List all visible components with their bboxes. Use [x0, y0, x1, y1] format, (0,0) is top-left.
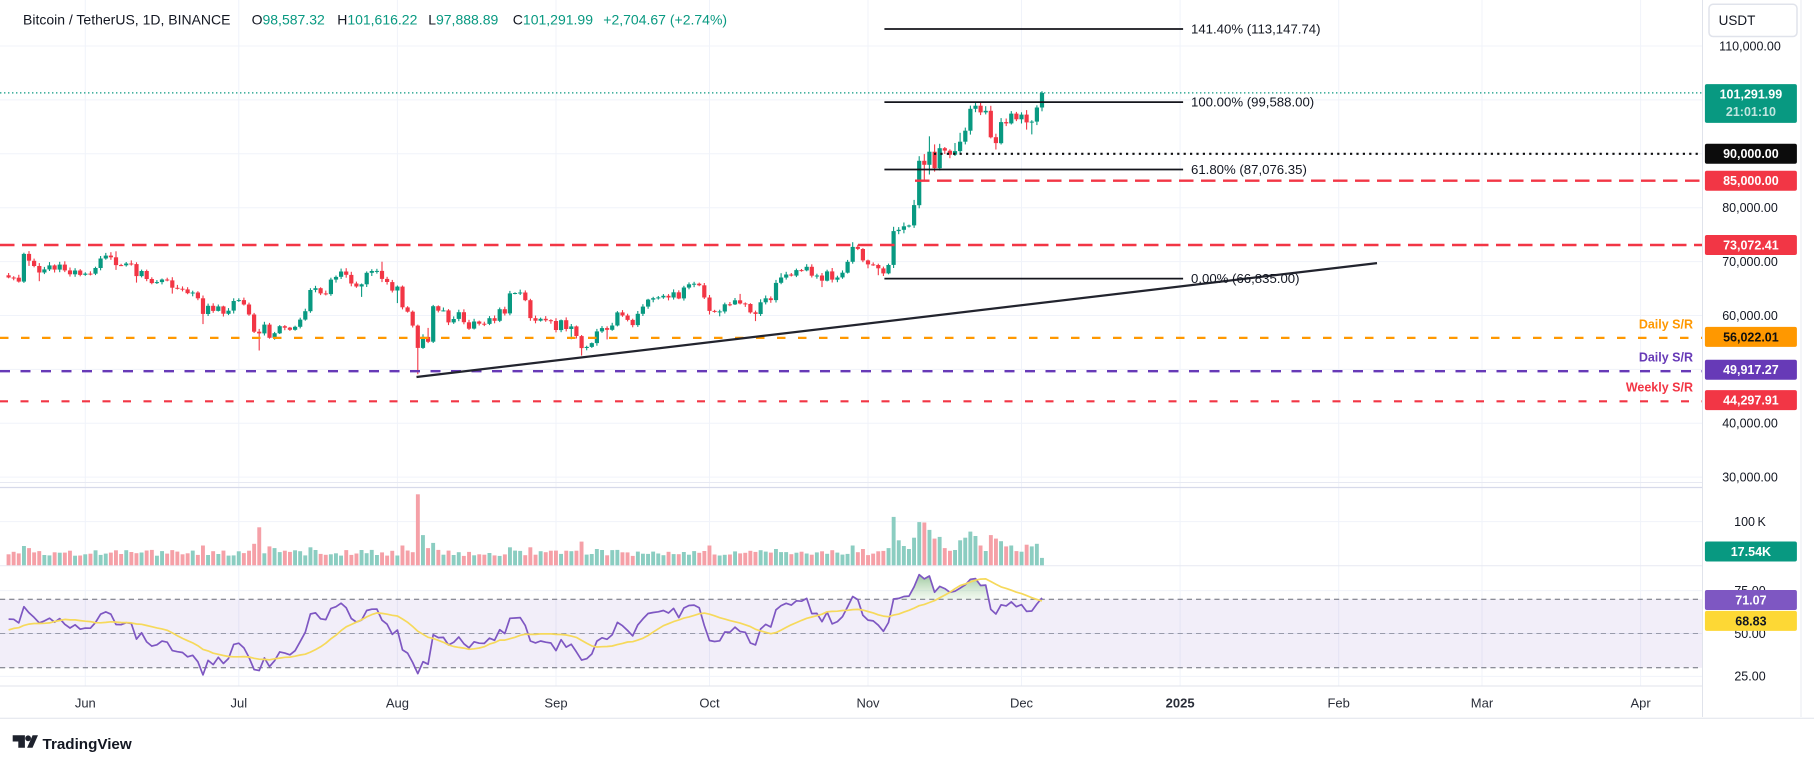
svg-text:Daily S/R: Daily S/R: [1639, 317, 1693, 331]
svg-text:100 K: 100 K: [1734, 515, 1766, 529]
svg-text:Aug: Aug: [386, 696, 409, 711]
svg-text:Jul: Jul: [230, 696, 247, 711]
svg-text:Feb: Feb: [1327, 696, 1349, 711]
svg-text:71.07: 71.07: [1735, 593, 1766, 607]
svg-text:40,000.00: 40,000.00: [1722, 417, 1778, 431]
svg-text:61.80% (87,076.35): 61.80% (87,076.35): [1191, 162, 1307, 177]
svg-text:68.83: 68.83: [1735, 614, 1766, 628]
svg-text:C101,291.99: C101,291.99: [513, 11, 593, 27]
svg-text:60,000.00: 60,000.00: [1722, 309, 1778, 323]
svg-text:Apr: Apr: [1630, 696, 1651, 711]
svg-text:30,000.00: 30,000.00: [1722, 470, 1778, 484]
svg-text:49,917.27: 49,917.27: [1723, 363, 1779, 377]
svg-text:73,072.41: 73,072.41: [1723, 238, 1779, 252]
svg-text:Mar: Mar: [1471, 696, 1494, 711]
svg-text:TradingView: TradingView: [43, 736, 132, 753]
svg-text:Dec: Dec: [1010, 696, 1034, 711]
svg-text:2025: 2025: [1166, 696, 1195, 711]
svg-text:85,000.00: 85,000.00: [1723, 174, 1779, 188]
svg-text:H101,616.22: H101,616.22: [337, 11, 417, 27]
svg-text:100.00% (99,588.00): 100.00% (99,588.00): [1191, 95, 1314, 110]
svg-text:L97,888.89: L97,888.89: [428, 11, 498, 27]
svg-text:80,000.00: 80,000.00: [1722, 201, 1778, 215]
svg-text:Bitcoin / TetherUS, 1D, BINANC: Bitcoin / TetherUS, 1D, BINANCE: [23, 11, 230, 27]
svg-text:44,297.91: 44,297.91: [1723, 394, 1779, 408]
svg-text:25.00: 25.00: [1734, 670, 1765, 684]
svg-text:90,000.00: 90,000.00: [1723, 147, 1779, 161]
svg-text:21:01:10: 21:01:10: [1726, 105, 1776, 119]
svg-text:Jun: Jun: [75, 696, 96, 711]
svg-text:56,022.01: 56,022.01: [1723, 330, 1779, 344]
svg-text:Weekly S/R: Weekly S/R: [1626, 381, 1693, 395]
svg-text:Sep: Sep: [544, 696, 567, 711]
svg-text:Daily S/R: Daily S/R: [1639, 350, 1693, 364]
svg-text:101,291.99: 101,291.99: [1720, 88, 1783, 102]
svg-text:USDT: USDT: [1719, 13, 1756, 28]
svg-text:141.40% (113,147.74): 141.40% (113,147.74): [1191, 22, 1321, 37]
svg-text:Oct: Oct: [699, 696, 720, 711]
svg-text:Nov: Nov: [856, 696, 880, 711]
svg-text:0.00% (66,835.00): 0.00% (66,835.00): [1191, 271, 1300, 286]
svg-text:70,000.00: 70,000.00: [1722, 255, 1778, 269]
svg-text:110,000.00: 110,000.00: [1719, 39, 1781, 53]
svg-text:+2,704.67 (+2.74%): +2,704.67 (+2.74%): [603, 11, 727, 27]
svg-text:17.54K: 17.54K: [1731, 545, 1771, 559]
svg-text:O98,587.32: O98,587.32: [252, 11, 325, 27]
